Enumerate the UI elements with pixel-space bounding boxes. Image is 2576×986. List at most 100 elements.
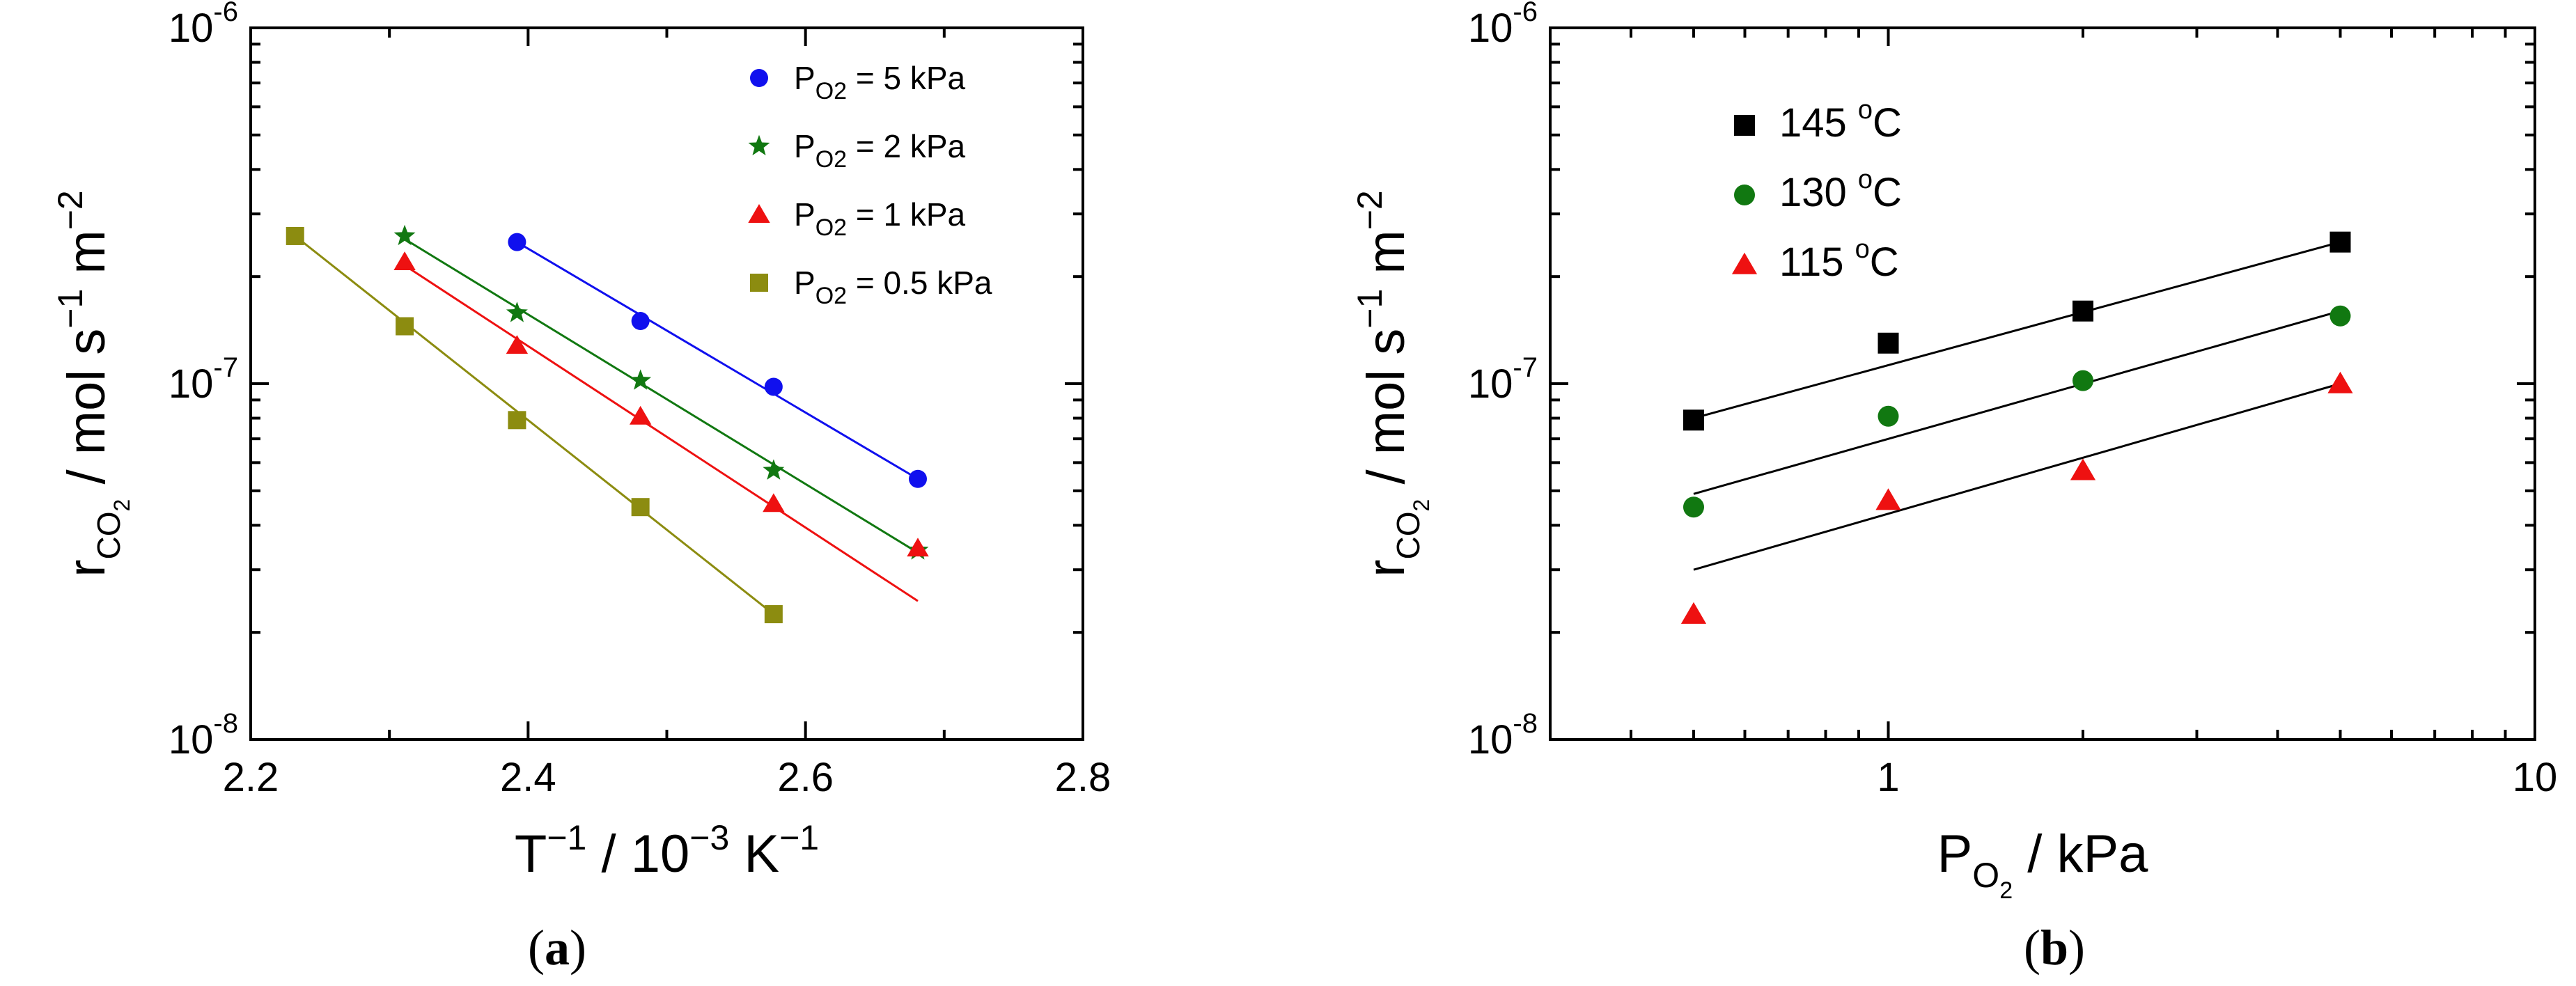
text-span: P xyxy=(794,265,815,301)
data-point xyxy=(393,224,416,246)
x-tick-label: 10 xyxy=(2513,755,2558,800)
text-span: o xyxy=(1858,95,1873,125)
data-point xyxy=(1683,409,1704,431)
legend-label: 145 oC xyxy=(1779,95,1902,146)
y-tick-label: 10-8 xyxy=(169,708,238,762)
text-span: −2 xyxy=(1350,190,1389,230)
data-point xyxy=(1878,332,1899,354)
series-2 xyxy=(1680,371,2353,624)
text-span: / mol s xyxy=(57,329,116,499)
data-point xyxy=(506,302,528,322)
text-span: CO xyxy=(91,511,127,559)
text-span: ) xyxy=(2068,920,2085,976)
text-span: T xyxy=(515,824,547,884)
text-span: 10 xyxy=(169,717,214,762)
text-span: CO xyxy=(1390,511,1426,559)
data-point xyxy=(631,312,650,331)
data-point xyxy=(506,335,529,354)
x-tick-label: 2.6 xyxy=(777,755,834,800)
fit-line xyxy=(1693,241,2341,419)
data-point xyxy=(764,377,783,396)
series-3 xyxy=(286,226,783,624)
data-point xyxy=(508,411,526,430)
chart-panel-a: 10-810-710-62.2 2.4 2.6 2.8T−1 / 10−3 K−1rC… xyxy=(51,0,1111,976)
legend-label: PO2 = 0.5 kPa xyxy=(794,265,992,309)
fit-line xyxy=(1693,310,2341,495)
text-span: C xyxy=(1873,100,1902,146)
text-span: 10 xyxy=(1468,361,1513,407)
panel-label: (a) xyxy=(528,920,586,976)
series-0 xyxy=(1683,231,2351,431)
data-point xyxy=(2329,305,2351,327)
data-point xyxy=(763,493,785,512)
data-point xyxy=(630,369,652,390)
text-span: 2 xyxy=(109,499,134,512)
text-span: P xyxy=(794,60,815,96)
y-tick-label: 10-6 xyxy=(1468,0,1538,51)
y-tick-label: 10-7 xyxy=(1468,352,1538,407)
legend-label: PO2 = 2 kPa xyxy=(794,128,966,173)
text-span: r xyxy=(57,559,116,577)
text-span: -6 xyxy=(1513,0,1538,27)
text-span: o xyxy=(1858,165,1873,194)
data-point xyxy=(2327,371,2353,393)
text-span: ) xyxy=(570,920,586,976)
text-span: o xyxy=(1855,235,1870,264)
panel-label: (b) xyxy=(2024,920,2085,976)
data-point xyxy=(286,226,304,245)
y-tick-label: 10-6 xyxy=(169,0,238,51)
y-tick-label: 10-8 xyxy=(1468,708,1538,762)
text-span: 145 xyxy=(1779,100,1858,146)
text-span: ( xyxy=(2024,920,2040,976)
y-axis-title: rCO2 / mol s−1 m−2 xyxy=(1350,190,1434,577)
x-tick-label: 1 xyxy=(1877,755,1899,800)
x-tick-label: 2.2 xyxy=(223,755,279,800)
legend-marker xyxy=(748,134,770,156)
text-span: = 0.5 kPa xyxy=(847,265,992,301)
text-span: O2 xyxy=(815,78,847,104)
y-tick-label: 10-7 xyxy=(169,352,238,407)
text-span: O xyxy=(1972,856,1999,895)
text-span: a xyxy=(545,920,570,976)
text-span: 2 xyxy=(1999,877,2013,904)
text-span: 10 xyxy=(1468,6,1513,51)
text-span: −1 xyxy=(779,818,819,857)
text-span: 115 xyxy=(1779,240,1855,285)
text-span: -8 xyxy=(1513,708,1538,739)
text-span: b xyxy=(2040,920,2068,976)
data-point xyxy=(1875,488,1901,510)
legend-label: 115 oC xyxy=(1779,235,1899,285)
data-point xyxy=(508,233,526,251)
legend-marker xyxy=(750,274,768,292)
data-point xyxy=(908,469,927,488)
text-span: 10 xyxy=(169,6,214,51)
legend-label: 130 oC xyxy=(1779,165,1902,215)
x-axis-title: PO2 / kPa xyxy=(1937,824,2149,904)
text-span: 10 xyxy=(169,361,214,407)
text-span: / kPa xyxy=(2013,824,2148,884)
data-point xyxy=(1878,405,1899,427)
text-span: −1 xyxy=(51,289,90,329)
text-span: = 5 kPa xyxy=(847,60,965,96)
data-point xyxy=(2070,458,2096,480)
legend-marker xyxy=(750,69,768,87)
data-point xyxy=(393,251,416,270)
data-point xyxy=(629,405,652,425)
plot-frame xyxy=(1549,26,2536,741)
data-point xyxy=(2329,231,2351,253)
data-point xyxy=(1680,602,1707,624)
text-span: 130 xyxy=(1779,170,1858,215)
text-span: m xyxy=(57,230,116,288)
fit-line xyxy=(294,235,774,616)
data-point xyxy=(763,459,785,480)
text-span: P xyxy=(794,196,815,233)
x-axis-title: T−1 / 10−3 K−1 xyxy=(515,818,819,884)
text-span: −3 xyxy=(689,818,729,857)
text-span: P xyxy=(1937,824,1973,884)
text-span: P xyxy=(794,128,815,164)
series-1 xyxy=(1683,305,2351,518)
legend-marker xyxy=(1734,115,1755,136)
text-span: = 2 kPa xyxy=(847,128,965,164)
